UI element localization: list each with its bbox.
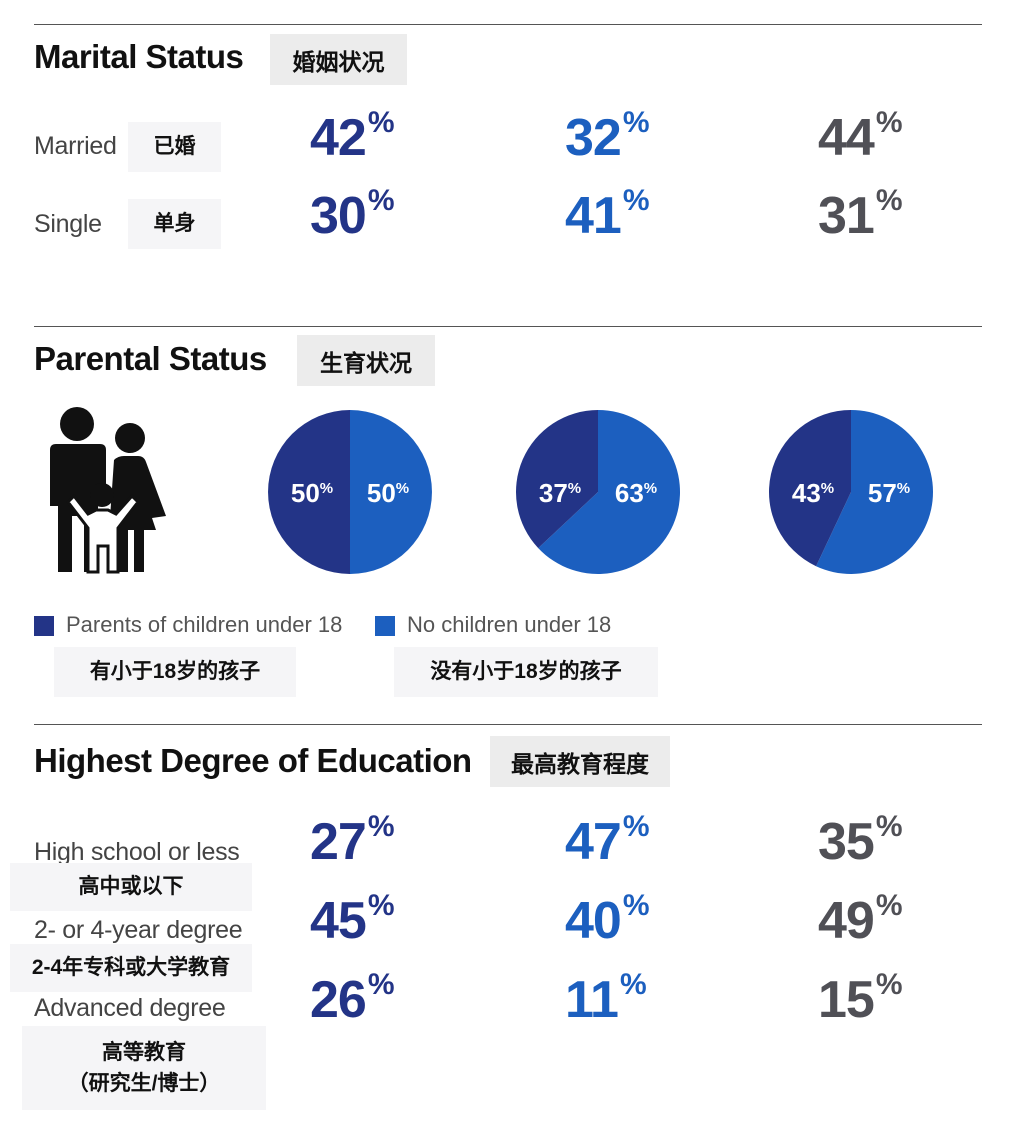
legend-swatch-no-children (375, 616, 395, 636)
stat-married-2: 32% (565, 106, 650, 167)
row-label-single: Single (34, 210, 102, 238)
pie-1-label-parents: 50% (291, 478, 333, 508)
stat-high-school-2: 47% (565, 810, 650, 871)
row-label-high-school-cn: 高中或以下 (10, 863, 252, 911)
section-title-education: Highest Degree of Education (34, 742, 472, 779)
row-label-advanced: Advanced degree (34, 994, 226, 1022)
stat-married-1: 42% (310, 106, 395, 167)
divider (34, 724, 982, 725)
row-label-degree-cn: 2-4年专科或大学教育 (10, 944, 252, 992)
section-title-parental: Parental Status (34, 340, 267, 377)
row-label-advanced-cn: 高等教育 （研究生/博士） (22, 1026, 266, 1110)
stat-degree-1: 45% (310, 889, 395, 950)
section-title-parental-cn: 生育状况 (297, 335, 435, 386)
stat-degree-2: 40% (565, 889, 650, 950)
pie-3-slice-no-children (816, 410, 933, 574)
row-label-married-cn: 已婚 (128, 122, 221, 172)
section-title-marital: Marital Status (34, 38, 244, 75)
row-label-advanced-cn-line1: 高等教育 (102, 1040, 186, 1064)
row-label-single-cn: 单身 (128, 199, 221, 249)
divider (34, 326, 982, 327)
legend-swatch-parents (34, 616, 54, 636)
pie-1-slice-parents (268, 410, 350, 574)
pie-2-slice-parents (515, 410, 598, 549)
legend-label-parents: Parents of children under 18 (66, 612, 343, 637)
row-label-degree: 2- or 4-year degree (34, 916, 243, 944)
pie-charts: 50% 50% 37% 63% 43% 57% (268, 410, 933, 574)
stat-single-2: 41% (565, 184, 650, 245)
pie-1-label-no-children: 50% (367, 478, 409, 508)
pie-2-label-no-children: 63% (615, 478, 657, 508)
legend-label-no-children: No children under 18 (407, 612, 612, 637)
pie-3-label-no-children: 57% (868, 478, 910, 508)
legend-label-no-children-cn: 没有小于18岁的孩子 (394, 647, 658, 697)
family-icon (50, 407, 166, 574)
pie-3-label-parents: 43% (792, 478, 834, 508)
pie-2-slice-no-children (538, 410, 680, 574)
stat-degree-3: 49% (818, 889, 903, 950)
divider (34, 24, 982, 25)
row-label-high-school: High school or less (34, 838, 240, 866)
row-label-married: Married (34, 132, 117, 160)
stat-single-1: 30% (310, 184, 395, 245)
pie-3-slice-parents (769, 410, 851, 567)
stat-single-3: 31% (818, 184, 903, 245)
legend-label-parents-cn: 有小于18岁的孩子 (54, 647, 296, 697)
row-label-advanced-cn-line2: （研究生/博士） (67, 1072, 221, 1095)
pie-2-label-parents: 37% (539, 478, 581, 508)
stat-high-school-3: 35% (818, 810, 903, 871)
stat-advanced-2: 11% (565, 968, 647, 1029)
stat-married-3: 44% (818, 106, 903, 167)
section-title-education-cn: 最高教育程度 (490, 736, 670, 787)
stat-advanced-3: 15% (818, 968, 903, 1029)
stat-advanced-1: 26% (310, 968, 395, 1029)
pie-1-slice-no-children (350, 410, 432, 574)
section-title-marital-cn: 婚姻状况 (270, 34, 407, 85)
stat-high-school-1: 27% (310, 810, 395, 871)
